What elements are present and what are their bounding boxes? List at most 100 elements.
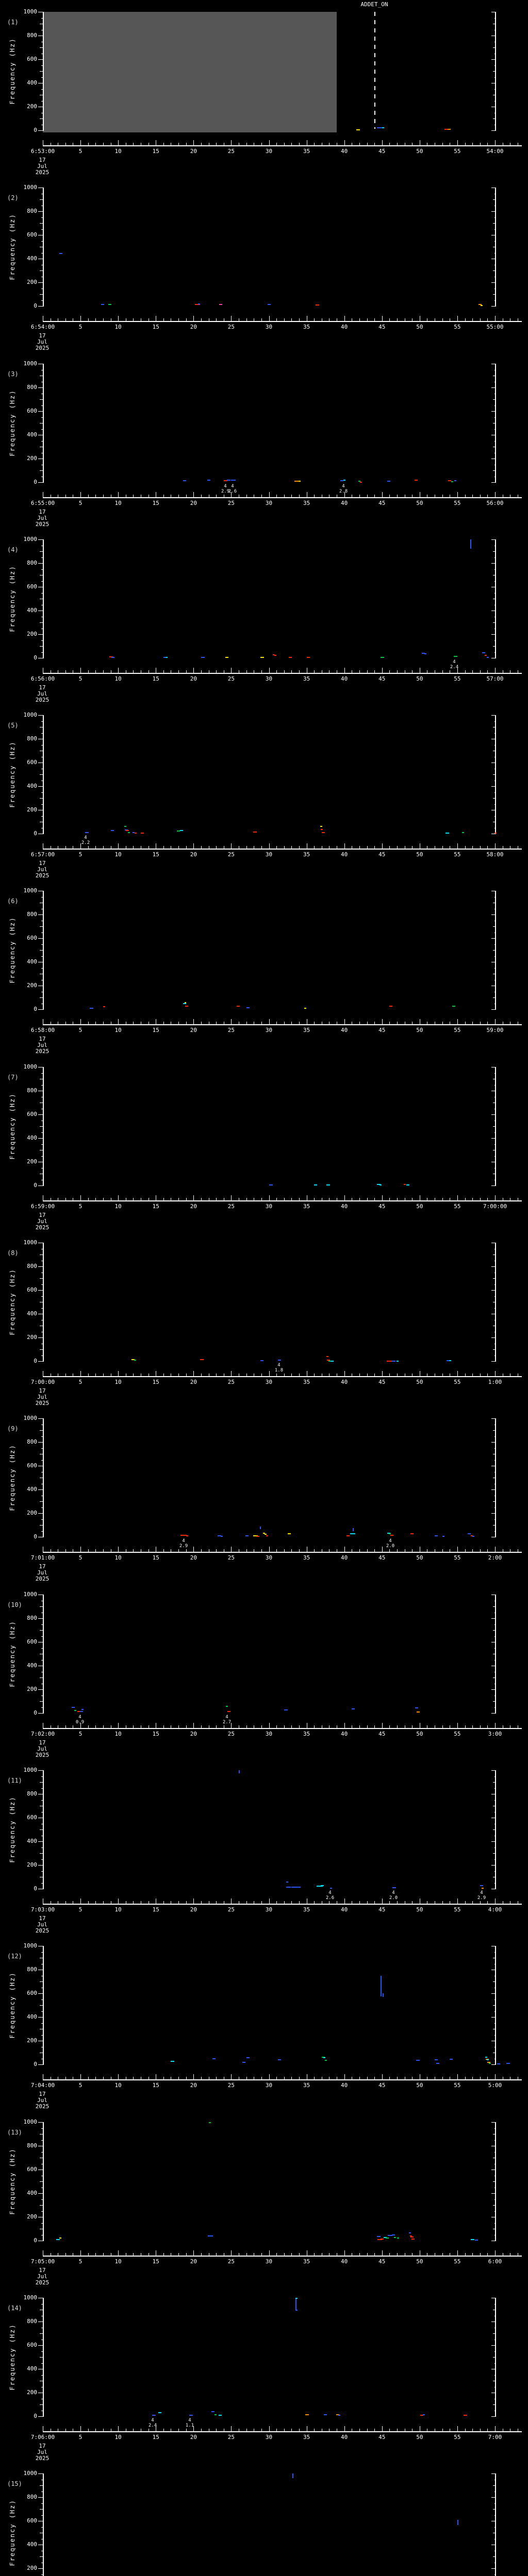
x-axis-tick (80, 1547, 81, 1552)
x-axis-tick (359, 2077, 360, 2079)
x-axis-tick (487, 318, 488, 321)
y-axis-tick-label: 400 (27, 1662, 37, 1669)
pick-annotation-value: 1.1 (185, 2423, 194, 2428)
pick-annotation-count: 4 (277, 1363, 280, 1368)
data-point (225, 657, 228, 658)
pick-annotation-count: 4 (188, 2418, 191, 2423)
y-axis-tick (493, 71, 496, 72)
y-axis-tick (491, 1841, 496, 1842)
pick-annotation-value: 2.9 (477, 1895, 486, 1901)
y-axis-tick (494, 804, 496, 805)
x-axis-tick (65, 846, 66, 849)
data-point (472, 1536, 474, 1537)
x-axis-date-line: 17 (39, 2443, 46, 2449)
x-axis-tick (261, 1374, 262, 1376)
x-axis-tick-label: 25 (227, 2082, 235, 2089)
y-axis-tick (494, 2023, 496, 2024)
x-axis-tick (88, 2253, 89, 2256)
y-axis-tick (38, 1770, 43, 1771)
x-axis-tick (397, 1022, 398, 1024)
x-axis-tick-label: 25 (227, 500, 235, 506)
y-axis-spine-left (43, 364, 44, 483)
x-axis-tick (382, 492, 383, 497)
x-axis-tick (186, 1374, 187, 1376)
y-axis-tick (41, 2152, 43, 2153)
y-axis-spine-left (43, 1770, 44, 1889)
x-axis-tick (472, 1901, 473, 1904)
y-axis-tick (494, 1156, 496, 1157)
y-axis-tick (41, 2035, 43, 2036)
x-axis-tick (95, 846, 96, 849)
x-axis-tick (457, 140, 458, 145)
x-axis-tick (284, 1901, 285, 1904)
data-point (317, 1886, 323, 1887)
y-axis-tick-label: 800 (27, 911, 37, 918)
x-axis-tick (261, 846, 262, 849)
y-axis-tick (41, 2023, 43, 2024)
x-axis-tick (472, 1549, 473, 1552)
x-axis-tick (291, 1198, 292, 1200)
y-axis-tick (493, 997, 496, 998)
x-axis-tick (359, 1549, 360, 1552)
x-axis-tick (359, 1198, 360, 1200)
y-axis-tick (491, 2321, 496, 2322)
x-axis-tick (374, 2429, 375, 2431)
y-axis-tick (38, 1009, 43, 1010)
x-axis-tick-label: 40 (341, 1379, 348, 1385)
data-point (126, 830, 129, 831)
y-axis-tick (40, 1278, 43, 1279)
x-axis-tick (291, 495, 292, 497)
x-axis-line (43, 1728, 522, 1729)
y-axis-tick (38, 2122, 43, 2123)
x-axis-tick-label: 30 (265, 324, 273, 330)
x-axis-tick (344, 1195, 345, 1200)
x-axis-tick-label: 30 (265, 851, 273, 858)
x-axis-tick (389, 670, 390, 673)
x-axis-tick (103, 318, 104, 321)
x-axis-tick (457, 2074, 458, 2079)
x-axis-tick (201, 846, 202, 849)
x-axis-tick-label: 25 (227, 1027, 235, 1033)
data-point (487, 2059, 489, 2060)
y-axis-tick (41, 593, 43, 594)
x-axis-line (43, 145, 522, 146)
x-axis-tick (163, 1022, 164, 1024)
y-axis-tick (494, 2140, 496, 2141)
x-axis-line (43, 2431, 522, 2432)
x-axis-tick-label: 20 (190, 2434, 197, 2441)
y-axis-tick (491, 1442, 496, 1443)
data-point (109, 656, 113, 657)
data-point (321, 829, 323, 830)
x-axis-tick-label: 15 (152, 1203, 159, 1210)
x-axis-tick (269, 1899, 270, 1904)
x-axis-date-line: 2025 (35, 521, 50, 528)
x-axis-tick (276, 1901, 277, 1904)
x-axis-tick (472, 1198, 473, 1200)
y-axis-tick-label: 200 (27, 2037, 37, 2044)
x-axis-tick (133, 1725, 134, 1728)
y-axis-tick (491, 1361, 496, 1362)
x-axis-tick (389, 2253, 390, 2256)
y-axis-title: Frequency (Hz) (9, 213, 16, 280)
x-axis-tick-label: 40 (341, 1906, 348, 1913)
y-axis-tick (38, 914, 43, 915)
x-axis-end-time: 3:00 (488, 1731, 502, 1737)
x-axis-tick (246, 1901, 247, 1904)
y-axis-tick (41, 1531, 43, 1532)
x-axis-date-line: 2025 (35, 169, 50, 176)
data-point (410, 1533, 414, 1534)
data-streak (260, 1527, 261, 1529)
x-axis-tick (291, 1549, 292, 1552)
x-axis-start-time: 6:56:00 (30, 675, 55, 682)
x-axis-tick (246, 318, 247, 321)
y-axis-tick (491, 2416, 496, 2417)
y-axis-tick (491, 2568, 496, 2569)
x-axis-tick (291, 1374, 292, 1376)
x-axis-tick (186, 670, 187, 673)
x-axis-tick (291, 670, 292, 673)
data-point (314, 1184, 317, 1185)
y-axis-tick (494, 581, 496, 582)
x-axis-tick (457, 1899, 458, 1904)
x-axis-tick (231, 1019, 232, 1024)
pick-annotation: 4 1.1 (186, 2418, 194, 2428)
